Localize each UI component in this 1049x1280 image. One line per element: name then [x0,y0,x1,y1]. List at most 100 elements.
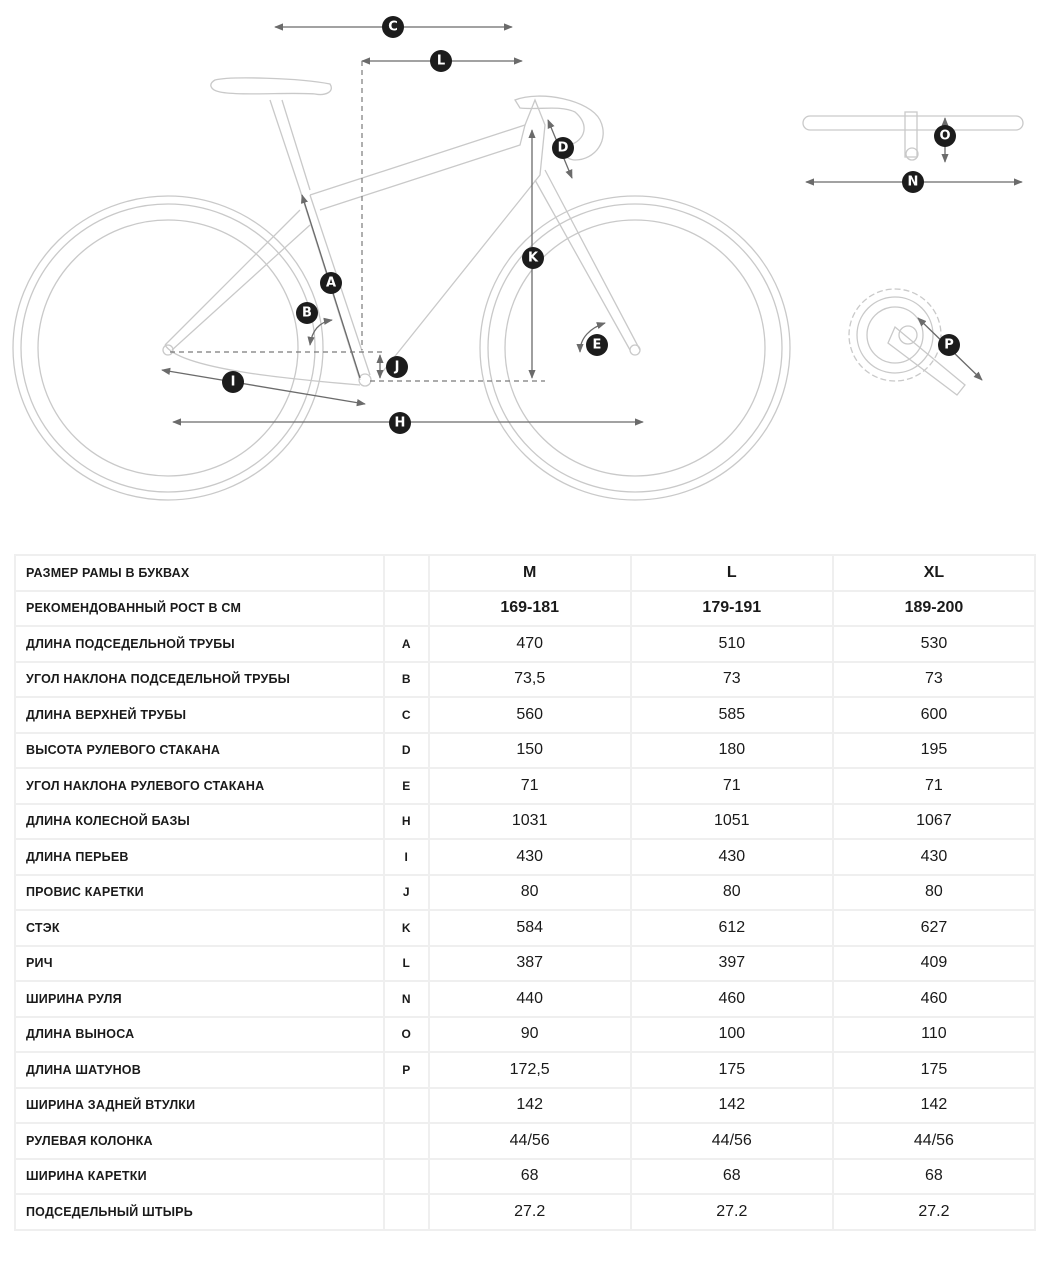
size-value-m: 1031 [427,802,632,840]
badge-circle [222,371,244,393]
size-value-m: 90 [427,1015,632,1053]
row-label: ПОДСЕДЕЛЬНЫЙ ШТЫРЬ [14,1193,385,1231]
size-value-m: 440 [427,980,632,1018]
size-value-l: 179-191 [629,589,834,627]
badge-label: E [593,338,602,353]
row-label: ДЛИНА ШАТУНОВ [14,1051,385,1089]
badge-circle [296,302,318,324]
table-row: ДЛИНА КОЛЕСНОЙ БАЗЫ H 1031 1051 1067 [14,802,1037,840]
row-label: ПРОВИС КАРЕТКИ [14,873,385,911]
badge-circle [386,356,408,378]
badge-label: N [908,175,919,190]
size-value-l: 430 [629,838,834,876]
size-value-l: 71 [629,767,834,805]
row-letter: L [382,944,430,982]
table-row: ВЫСОТА РУЛЕВОГО СТАКАНА D 150 180 195 [14,731,1037,769]
row-label: ШИРИНА РУЛЯ [14,980,385,1018]
badge-circle [320,272,342,294]
row-label: СТЭК [14,909,385,947]
table-row: РУЛЕВАЯ КОЛОНКА 44/56 44/56 44/56 [14,1122,1037,1160]
table-row: РЕКОМЕНДОВАННЫЙ РОСТ В СМ 169-181 179-191 1… [14,589,1037,627]
size-value-xl: 71 [831,767,1037,805]
row-label: ДЛИНА ПОДСЕДЕЛЬНОЙ ТРУБЫ [14,625,385,663]
size-value-l: 73 [629,660,834,698]
size-value-l: 100 [629,1015,834,1053]
table-row: ДЛИНА ВЕРХНЕЙ ТРУБЫ C 560 585 600 [14,696,1037,734]
row-label: ШИРИНА КАРЕТКИ [14,1157,385,1195]
row-letter [382,1122,430,1160]
size-value-m: 560 [427,696,632,734]
row-label: РУЛЕВАЯ КОЛОНКА [14,1122,385,1160]
row-letter: J [382,873,430,911]
size-value-m: 80 [427,873,632,911]
badge-l: L [430,50,452,72]
geometry-table: РАЗМЕР РАМЫ В БУКВАХ M L XL РЕКОМЕНДОВАННЫЙ … [14,554,1037,1231]
row-letter [382,1086,430,1124]
size-value-m: 430 [427,838,632,876]
badge-circle [938,334,960,356]
badge-circle [522,247,544,269]
table-row: ДЛИНА ПОДСЕДЕЛЬНОЙ ТРУБЫ A 470 510 530 [14,625,1037,663]
size-value-xl: 600 [831,696,1037,734]
table-row: ПРОВИС КАРЕТКИ J 80 80 80 [14,873,1037,911]
badge-label: A [326,276,336,291]
size-value-xl: 175 [831,1051,1037,1089]
size-value-l: 1051 [629,802,834,840]
badge-o: O [934,125,956,147]
size-value-l: 27.2 [629,1193,834,1231]
dimension-badges: C L D K AB J E I H O N P [222,16,960,434]
badge-a: A [320,272,342,294]
size-value-m: 44/56 [427,1122,632,1160]
badge-d: D [552,137,574,159]
badge-k: K [522,247,544,269]
row-letter: K [382,909,430,947]
size-value-l: 460 [629,980,834,1018]
table-row: РИЧ L 387 397 409 [14,944,1037,982]
row-label: ДЛИНА ПЕРЬЕВ [14,838,385,876]
badge-label: O [939,129,950,144]
size-value-m: 73,5 [427,660,632,698]
badge-c: C [382,16,404,38]
table-row: УГОЛ НАКЛОНА РУЛЕВОГО СТАКАНА E 71 71 71 [14,767,1037,805]
row-label: РИЧ [14,944,385,982]
size-value-xl: 627 [831,909,1037,947]
badge-label: P [944,338,954,353]
table-row: ДЛИНА ПЕРЬЕВ I 430 430 430 [14,838,1037,876]
row-letter: H [382,802,430,840]
bike-outline [12,77,791,501]
table-row: ШИРИНА КАРЕТКИ 68 68 68 [14,1157,1037,1195]
row-label: ДЛИНА ВЕРХНЕЙ ТРУБЫ [14,696,385,734]
size-value-xl: 110 [831,1015,1037,1053]
badge-circle [430,50,452,72]
badge-circle [389,412,411,434]
size-value-l: 175 [629,1051,834,1089]
row-label: РАЗМЕР РАМЫ В БУКВАХ [14,554,385,592]
size-value-xl: XL [831,554,1037,592]
size-value-l: 44/56 [629,1122,834,1160]
table-row: ДЛИНА ШАТУНОВ P 172,5 175 175 [14,1051,1037,1089]
size-value-m: 142 [427,1086,632,1124]
size-value-xl: 142 [831,1086,1037,1124]
size-value-m: 27.2 [427,1193,632,1231]
row-letter [382,554,430,592]
size-value-l: 180 [629,731,834,769]
row-label: ВЫСОТА РУЛЕВОГО СТАКАНА [14,731,385,769]
row-letter: A [382,625,430,663]
badge-circle [902,171,924,193]
size-value-l: 397 [629,944,834,982]
badge-label: I [231,375,236,390]
badge-label: J [394,360,400,375]
row-letter: B [382,660,430,698]
row-label: ШИРИНА ЗАДНЕЙ ВТУЛКИ [14,1086,385,1124]
size-value-xl: 73 [831,660,1037,698]
row-letter: P [382,1051,430,1089]
badge-b: B [296,302,318,324]
size-value-xl: 68 [831,1157,1037,1195]
size-value-xl: 80 [831,873,1037,911]
size-value-xl: 189-200 [831,589,1037,627]
row-letter [382,589,430,627]
size-value-l: 612 [629,909,834,947]
size-value-xl: 27.2 [831,1193,1037,1231]
table-row: ШИРИНА ЗАДНЕЙ ВТУЛКИ 142 142 142 [14,1086,1037,1124]
size-value-xl: 530 [831,625,1037,663]
